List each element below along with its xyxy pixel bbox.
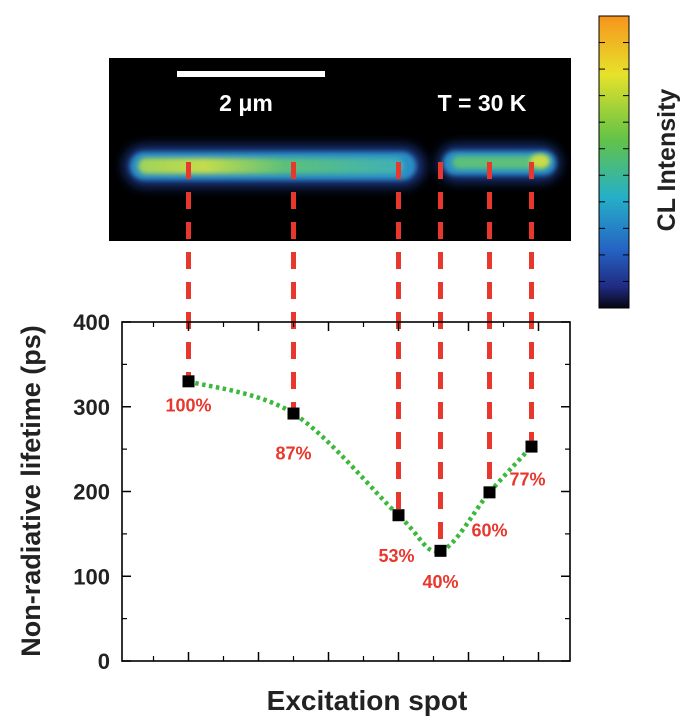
- colorbar-ticks: [599, 42, 629, 282]
- data-point: [392, 509, 405, 522]
- plot-area: 0 100 200 300 400 100% 87% 53% 40% 60% 77% Non-ra…: [16, 162, 571, 716]
- data-point: [525, 440, 538, 453]
- percent-label: 87%: [275, 444, 311, 464]
- y-tick-label: 300: [73, 395, 110, 420]
- colorbar-gradient: [598, 15, 630, 309]
- data-point: [287, 407, 300, 420]
- data-markers: [182, 375, 538, 557]
- nanowire-segment-right: [438, 145, 560, 181]
- data-point: [483, 486, 496, 499]
- percent-label: 77%: [509, 470, 545, 490]
- scale-bar-label: 2 μm: [219, 90, 273, 116]
- percent-label: 60%: [471, 520, 507, 540]
- percent-labels: 100% 87% 53% 40% 60% 77%: [165, 395, 545, 592]
- y-axis-label: Non-radiative lifetime (ps): [16, 325, 46, 657]
- cl-image-panel: 2 μm T = 30 K: [109, 58, 571, 241]
- y-tick-label: 400: [73, 310, 110, 335]
- fit-curve: [187, 379, 534, 554]
- percent-label: 40%: [422, 572, 458, 592]
- nanowire-segment-left: [124, 146, 424, 186]
- y-tick-label: 100: [73, 564, 110, 589]
- colorbar-label: CL Intensity: [653, 89, 681, 232]
- colorbar: CL Intensity: [598, 15, 681, 309]
- data-point: [182, 375, 195, 388]
- x-axis-label: Excitation spot: [267, 685, 468, 716]
- y-tick-label: 0: [98, 649, 110, 674]
- percent-label: 100%: [165, 395, 211, 415]
- temperature-label: T = 30 K: [438, 90, 527, 116]
- x-axis-ticks: [152, 322, 540, 661]
- data-point: [434, 544, 447, 557]
- y-axis-ticks: 0 100 200 300 400: [73, 310, 570, 674]
- dashed-guide-lines: [186, 162, 534, 545]
- y-tick-label: 200: [73, 480, 110, 505]
- percent-label: 53%: [378, 546, 414, 566]
